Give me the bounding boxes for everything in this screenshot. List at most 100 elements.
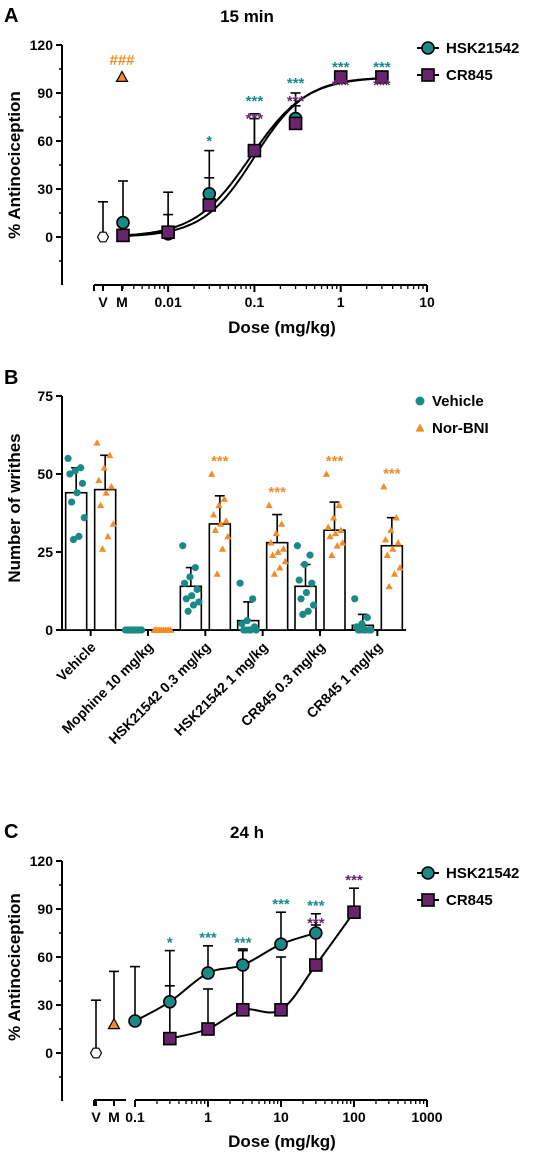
data-point-nor-bni: [215, 501, 223, 509]
significance-marker: ***: [268, 484, 286, 501]
data-point-cr845: [274, 1002, 288, 1017]
data-point-vehicle: [75, 532, 83, 541]
bar-nor-bni: [93, 488, 117, 631]
x-tick-label: 0.1: [245, 294, 265, 310]
data-point-cr845: [161, 225, 175, 239]
legend-marker: [421, 68, 435, 82]
data-point-vehicle: [179, 542, 187, 550]
data-point-nor-bni: [322, 470, 330, 477]
x-tick-label: 1: [204, 1109, 212, 1125]
data-point-vehicle: [356, 626, 364, 634]
data-point-nor-bni: [279, 545, 288, 552]
data-point-hsk21542: [116, 215, 130, 230]
data-point-hsk21542: [201, 966, 215, 980]
significance-marker: ***: [373, 77, 391, 94]
data-point-nor-bni: [161, 626, 169, 633]
data-point-vehicle: [77, 464, 85, 472]
data-point-vehicle: [295, 576, 303, 584]
data-point-vehicle: [182, 595, 190, 603]
significance-marker: ***: [234, 934, 252, 951]
control-marker-v: [96, 231, 110, 243]
data-point-nor-bni: [95, 476, 103, 484]
significance-marker: ***: [272, 896, 290, 913]
y-tick-label: 50: [37, 466, 53, 482]
data-point-vehicle: [180, 579, 189, 587]
data-point-cr845: [347, 905, 361, 920]
data-point-vehicle: [132, 626, 140, 634]
y-tick-label: 30: [37, 997, 53, 1013]
data-point-cr845: [202, 198, 217, 212]
data-point-cr845: [236, 1002, 250, 1017]
significance-marker: ***: [332, 77, 350, 94]
category-label: Vehicle: [53, 639, 99, 685]
data-point-vehicle: [73, 489, 81, 497]
data-point-nor-bni: [102, 489, 110, 496]
data-point-cr845: [288, 116, 303, 131]
legend-marker: [421, 41, 435, 55]
data-point-nor-bni: [211, 526, 219, 534]
panel-a-xlabel: Dose (mg/kg): [228, 318, 336, 337]
legend-marker: [421, 893, 435, 907]
control-label-v: V: [98, 294, 108, 310]
legend-marker: [421, 866, 435, 880]
data-point-vehicle: [301, 560, 309, 569]
panel-a-ylabel: % Antinociception: [5, 91, 24, 239]
x-tick-label: 100: [342, 1109, 366, 1125]
data-point-nor-bni: [109, 520, 117, 527]
significance-marker: ***: [287, 75, 305, 92]
data-point-nor-bni: [333, 542, 341, 549]
legend-label: CR845: [446, 67, 493, 84]
data-point-vehicle: [367, 626, 375, 634]
y-tick-label: 0: [45, 229, 53, 245]
significance-marker: ***: [332, 59, 350, 76]
data-point-cr845: [201, 1022, 215, 1036]
data-point-nor-bni: [330, 514, 338, 521]
data-point-nor-bni: [97, 501, 105, 509]
data-point-vehicle: [66, 470, 74, 478]
control-marker-m: [107, 1017, 121, 1030]
panel-c-title: 24 h: [230, 823, 264, 842]
data-point-vehicle: [69, 535, 78, 544]
data-point-vehicle: [238, 620, 246, 628]
y-tick-label: 0: [45, 622, 53, 638]
data-point-vehicle: [361, 626, 370, 634]
data-point-nor-bni: [222, 517, 230, 524]
control-marker-v: [89, 1047, 103, 1059]
data-point-nor-bni: [104, 532, 112, 540]
data-point-nor-bni: [326, 532, 334, 540]
x-tick-label: 10: [273, 1109, 289, 1125]
data-point-nor-bni: [167, 626, 175, 633]
data-point-nor-bni: [270, 570, 279, 577]
data-point-vehicle: [243, 617, 251, 625]
data-point-vehicle: [293, 542, 301, 550]
data-point-hsk21542: [202, 187, 217, 201]
data-point-hsk21542: [309, 926, 323, 940]
data-point-nor-bni: [389, 545, 397, 552]
data-point-nor-bni: [107, 482, 116, 490]
data-point-nor-bni: [380, 482, 388, 490]
data-point-vehicle: [302, 588, 310, 597]
y-tick-label: 90: [37, 85, 53, 101]
data-point-nor-bni: [209, 510, 218, 518]
data-point-vehicle: [299, 610, 307, 619]
y-tick-label: 25: [37, 544, 53, 560]
data-point-nor-bni: [396, 564, 404, 571]
data-point-nor-bni: [208, 470, 216, 477]
data-point-nor-bni: [224, 532, 232, 540]
data-point-cr845: [116, 228, 130, 243]
panel-c-xlabel: Dose (mg/kg): [228, 1132, 336, 1151]
control-label-m: M: [116, 294, 128, 310]
data-point-cr845: [375, 70, 389, 84]
data-point-vehicle: [189, 601, 198, 609]
panel-b-ylabel: Number of writhes: [5, 433, 24, 582]
significance-marker: ***: [211, 453, 229, 470]
significance-marker: ***: [373, 59, 391, 76]
significance-marker: *: [167, 934, 173, 951]
data-point-vehicle: [358, 620, 366, 628]
data-point-vehicle: [184, 607, 192, 615]
x-tick-label: 1: [337, 294, 345, 310]
data-point-vehicle: [68, 498, 76, 506]
data-point-nor-bni: [331, 529, 339, 537]
fit-curve: [134, 932, 317, 1022]
y-tick-label: 75: [37, 388, 53, 404]
